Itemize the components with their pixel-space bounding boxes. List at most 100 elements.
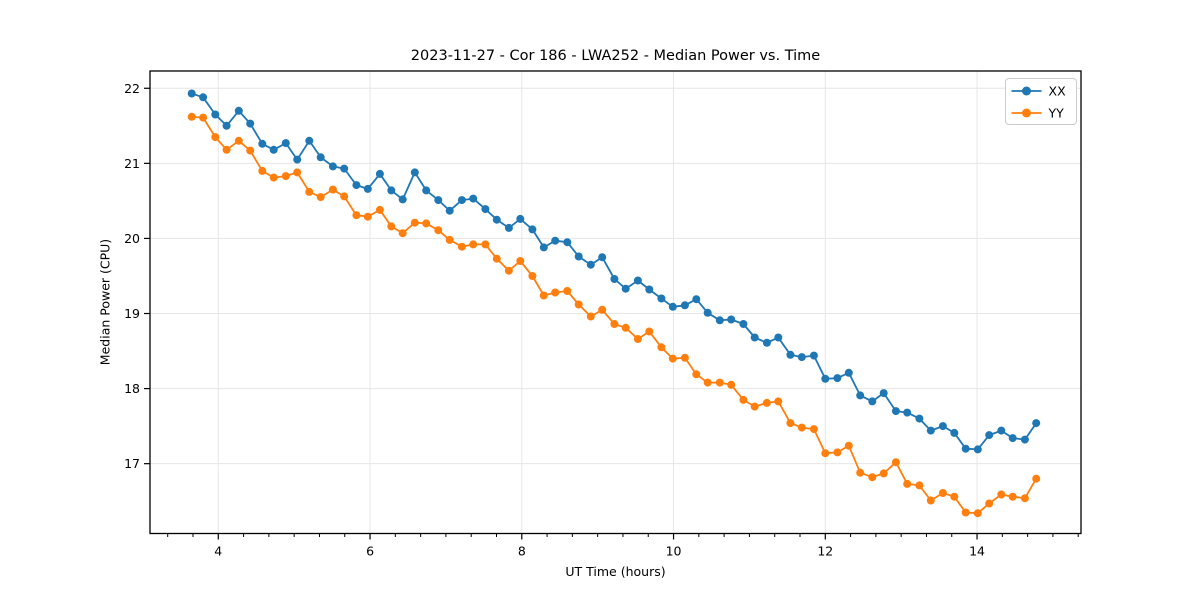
data-point-xx: [844, 368, 853, 377]
axes-frame: [149, 70, 1082, 535]
x-tick-label: 4: [214, 544, 222, 559]
y-tick-label: 18: [124, 381, 140, 396]
data-point-yy: [504, 266, 513, 275]
data-point-xx: [328, 162, 337, 171]
data-point-xx: [574, 252, 583, 261]
legend-label: YY: [1048, 106, 1065, 121]
data-point-xx: [551, 236, 560, 245]
data-point-yy: [551, 288, 560, 297]
data-point-xx: [610, 275, 619, 283]
data-point-yy: [492, 254, 501, 263]
data-point-yy: [516, 257, 525, 265]
data-point-yy: [234, 136, 243, 145]
data-point-yy: [809, 425, 818, 434]
data-point-yy: [891, 458, 900, 467]
data-point-xx: [246, 119, 255, 128]
data-point-yy: [574, 300, 583, 309]
data-point-yy: [1020, 494, 1029, 503]
data-point-xx: [739, 320, 748, 328]
data-point-xx: [598, 253, 607, 262]
y-tick-label: 19: [124, 306, 140, 321]
data-point-xx: [469, 194, 478, 203]
data-point-yy: [645, 327, 654, 336]
x-axis-label: UT Time (hours): [565, 564, 666, 579]
y-tick-label: 21: [124, 156, 140, 171]
data-point-xx: [481, 205, 490, 214]
x-tick-label: 12: [817, 544, 833, 559]
data-point-yy: [950, 492, 959, 501]
data-point-xx: [703, 308, 712, 317]
data-point-xx: [492, 215, 501, 224]
data-point-yy: [422, 219, 431, 228]
data-point-yy: [833, 448, 842, 457]
data-point-yy: [903, 479, 912, 488]
x-tick-label: 8: [518, 544, 526, 559]
data-point-xx: [833, 374, 842, 383]
data-point-yy: [786, 419, 795, 428]
data-point-xx: [586, 260, 595, 269]
data-point-xx: [668, 302, 677, 311]
data-point-xx: [222, 121, 231, 130]
data-point-xx: [410, 168, 419, 177]
data-point-yy: [387, 222, 396, 231]
data-point-yy: [915, 481, 924, 490]
data-point-xx: [281, 139, 290, 148]
data-point-yy: [750, 402, 759, 411]
data-point-yy: [1032, 474, 1041, 483]
data-point-xx: [821, 374, 830, 383]
data-point-yy: [363, 212, 372, 221]
data-point-xx: [422, 186, 431, 195]
data-point-yy: [680, 353, 689, 362]
y-tick-label: 22: [124, 81, 140, 96]
data-point-yy: [445, 235, 454, 244]
data-point-xx: [985, 431, 994, 440]
y-tick-label: 17: [124, 456, 140, 471]
data-point-xx: [645, 285, 654, 294]
legend-box: [1005, 78, 1077, 125]
data-point-xx: [375, 169, 384, 178]
data-point-xx: [879, 389, 888, 398]
data-point-xx: [269, 145, 278, 154]
data-point-xx: [938, 422, 947, 431]
data-point-xx: [809, 351, 818, 360]
data-point-xx: [504, 223, 513, 232]
x-tick-label: 14: [969, 544, 985, 559]
data-point-yy: [774, 397, 783, 406]
data-point-xx: [516, 214, 525, 223]
y-tick-label: 20: [124, 231, 140, 246]
data-point-yy: [598, 305, 607, 314]
data-point-yy: [621, 323, 630, 332]
data-point-xx: [305, 136, 314, 145]
data-point-yy: [528, 272, 537, 280]
data-point-yy: [469, 240, 478, 249]
data-point-yy: [985, 499, 994, 508]
data-point-yy: [340, 192, 349, 201]
data-point-xx: [657, 294, 666, 303]
data-point-xx: [316, 153, 325, 162]
data-point-yy: [222, 145, 231, 154]
data-point-yy: [1008, 492, 1017, 501]
data-point-xx: [1008, 434, 1017, 443]
data-point-xx: [903, 408, 912, 417]
data-point-xx: [997, 426, 1006, 435]
data-point-yy: [727, 380, 736, 389]
data-point-xx: [868, 397, 877, 406]
data-point-xx: [961, 444, 970, 453]
data-point-xx: [680, 301, 689, 310]
data-point-yy: [281, 172, 290, 181]
data-point-yy: [563, 287, 572, 295]
data-point-yy: [375, 205, 384, 214]
data-point-xx: [187, 89, 196, 98]
data-point-xx: [211, 110, 220, 119]
data-point-xx: [340, 164, 349, 173]
data-point-xx: [950, 428, 959, 437]
data-point-xx: [199, 93, 208, 102]
data-point-xx: [539, 243, 548, 252]
data-point-xx: [528, 225, 537, 234]
data-point-yy: [410, 218, 419, 227]
data-point-xx: [750, 333, 759, 342]
data-point-yy: [879, 469, 888, 478]
data-point-yy: [703, 378, 712, 387]
